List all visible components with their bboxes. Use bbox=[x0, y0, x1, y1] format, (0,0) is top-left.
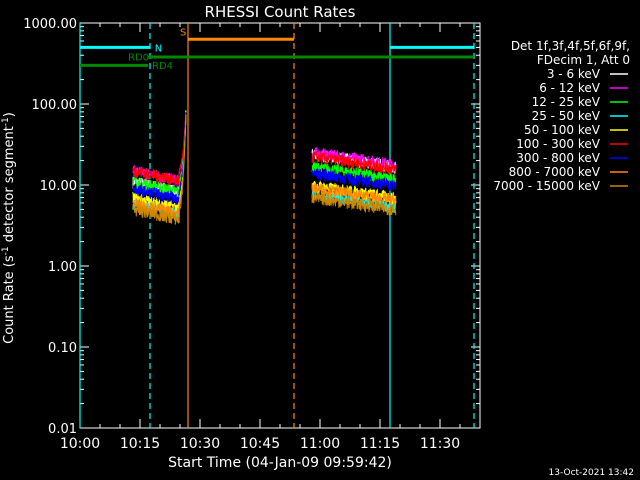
y-axis-label-part-1: Count Rate (s bbox=[2, 255, 17, 344]
y-axis-label-exponent-1: -1 bbox=[1, 246, 11, 255]
legend-label: 25 - 50 keV bbox=[532, 109, 601, 123]
y-tick-label: 100.00 bbox=[32, 98, 78, 113]
x-tick-label: 10:00 bbox=[60, 436, 100, 452]
legend-label: 800 - 7000 keV bbox=[509, 165, 601, 179]
legend-header: Det 1f,3f,4f,5f,6f,9f, bbox=[511, 39, 630, 53]
legend-label: 300 - 800 keV bbox=[516, 151, 600, 165]
legend-label: 100 - 300 keV bbox=[516, 137, 600, 151]
legend-label: 6 - 12 keV bbox=[539, 81, 601, 95]
status-bar-label: N bbox=[155, 43, 162, 54]
y-tick-label: 0.10 bbox=[48, 341, 77, 356]
y-axis-label-part-3: ) bbox=[2, 112, 17, 117]
status-bar-label: S bbox=[180, 27, 186, 38]
y-tick-label: 1000.00 bbox=[23, 17, 77, 32]
chart-title: RHESSI Count Rates bbox=[205, 3, 356, 21]
x-tick-label: 10:45 bbox=[240, 436, 280, 452]
x-tick-label: 10:30 bbox=[180, 436, 220, 452]
legend-header: FDecim 1, Att 0 bbox=[537, 53, 630, 67]
legend-label: 7000 - 15000 keV bbox=[493, 179, 600, 193]
series-trace-seg2 bbox=[311, 151, 397, 176]
status-bar-label: RD0 bbox=[128, 52, 149, 63]
legend-label: 50 - 100 keV bbox=[524, 123, 601, 137]
generation-timestamp: 13-Oct-2021 13:42 bbox=[549, 468, 634, 478]
y-tick-label: 10.00 bbox=[40, 179, 77, 194]
x-tick-label: 11:30 bbox=[420, 436, 460, 452]
x-axis-label: Start Time (04-Jan-09 09:59:42) bbox=[168, 455, 392, 471]
x-tick-label: 10:15 bbox=[120, 436, 160, 452]
series-trace-seg1 bbox=[132, 116, 187, 225]
series-trace-seg2 bbox=[311, 168, 397, 191]
legend-label: 12 - 25 keV bbox=[532, 95, 601, 109]
series-trace-seg1 bbox=[132, 112, 187, 186]
x-tick-label: 11:00 bbox=[300, 436, 340, 452]
y-tick-label: 1.00 bbox=[48, 260, 77, 275]
status-bar-label: RD4 bbox=[152, 61, 173, 72]
series-trace-seg1 bbox=[132, 112, 187, 206]
y-tick-label: 0.01 bbox=[48, 422, 77, 437]
series-trace-seg1 bbox=[132, 114, 187, 220]
legend-label: 3 - 6 keV bbox=[547, 67, 601, 81]
x-tick-label: 11:15 bbox=[360, 436, 400, 452]
series-trace-seg2 bbox=[311, 192, 397, 217]
y-axis-label-exponent-2: -1 bbox=[1, 117, 11, 126]
y-axis-label: Count Rate (s-1 detector segment-1) bbox=[1, 112, 17, 344]
y-axis-label-part-2: detector segment bbox=[2, 126, 17, 246]
